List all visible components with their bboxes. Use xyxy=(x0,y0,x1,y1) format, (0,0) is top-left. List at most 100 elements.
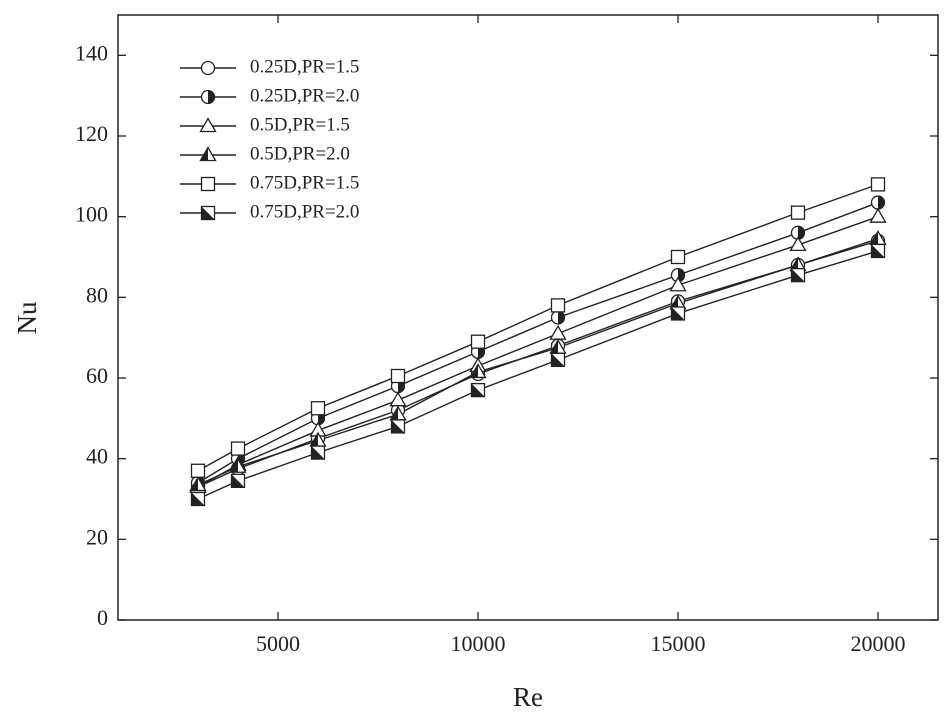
marker xyxy=(670,249,686,265)
marker xyxy=(200,60,216,76)
marker xyxy=(390,419,406,434)
marker xyxy=(870,177,886,192)
marker xyxy=(669,276,687,292)
x-tick-label: 10000 xyxy=(451,631,506,656)
y-tick-label: 20 xyxy=(86,524,108,549)
marker-fill xyxy=(201,206,215,220)
marker-fill xyxy=(208,90,215,104)
marker-outline xyxy=(200,60,216,76)
marker xyxy=(790,205,806,220)
marker-fill xyxy=(678,268,685,282)
marker-fill xyxy=(870,231,878,245)
plot-frame xyxy=(117,14,939,621)
y-tick-label: 0 xyxy=(97,605,108,630)
marker-fill xyxy=(558,311,565,324)
x-tick-label: 5000 xyxy=(256,631,300,656)
marker-outline xyxy=(310,401,326,416)
series-line xyxy=(197,250,879,500)
marker xyxy=(390,368,406,384)
marker xyxy=(869,230,887,245)
marker xyxy=(870,243,886,259)
marker-outline xyxy=(870,177,886,192)
marker xyxy=(230,473,246,489)
marker-fill xyxy=(798,226,805,240)
marker xyxy=(310,401,326,416)
marker xyxy=(550,298,566,313)
marker-fill xyxy=(231,474,245,488)
marker xyxy=(389,391,407,407)
legend-label: 0.75D,PR=2.0 xyxy=(250,201,359,222)
legend-label: 0.75D,PR=1.5 xyxy=(250,172,359,193)
marker xyxy=(550,310,566,325)
series-line xyxy=(197,240,879,488)
marker xyxy=(200,176,216,192)
marker xyxy=(790,267,806,283)
y-tick-label: 120 xyxy=(75,121,108,146)
marker xyxy=(200,205,216,221)
x-tick-label: 15000 xyxy=(651,631,706,656)
marker-outline xyxy=(200,176,216,192)
marker xyxy=(869,207,887,223)
marker xyxy=(470,334,486,349)
marker-fill xyxy=(391,419,405,433)
marker-outline xyxy=(389,391,407,407)
marker-fill xyxy=(791,268,805,282)
marker-fill xyxy=(471,383,485,397)
marker xyxy=(550,352,566,368)
legend-label: 0.25D,PR=1.5 xyxy=(250,56,359,77)
marker-fill xyxy=(671,306,685,320)
marker xyxy=(789,236,807,252)
marker-fill xyxy=(878,196,885,210)
marker xyxy=(229,457,247,473)
y-axis-title: Nu xyxy=(12,301,42,334)
marker-fill xyxy=(311,446,325,460)
marker-outline xyxy=(470,334,486,349)
legend-label: 0.5D,PR=2.0 xyxy=(250,143,350,164)
legend-label: 0.5D,PR=1.5 xyxy=(250,114,350,135)
marker-outline xyxy=(869,207,887,223)
marker-outline xyxy=(550,298,566,313)
marker xyxy=(200,89,216,105)
marker xyxy=(549,324,567,340)
marker xyxy=(199,117,217,133)
marker-fill xyxy=(200,147,208,161)
marker-outline xyxy=(190,463,206,478)
marker-fill xyxy=(551,353,565,367)
marker-outline xyxy=(789,236,807,252)
y-tick-label: 40 xyxy=(86,444,108,469)
marker xyxy=(310,445,326,460)
marker-fill xyxy=(390,406,398,420)
marker-outline xyxy=(790,205,806,220)
marker-outline xyxy=(230,441,246,456)
marker-fill xyxy=(191,492,205,506)
marker-fill xyxy=(790,257,798,271)
y-tick-label: 100 xyxy=(75,202,108,227)
marker-fill xyxy=(470,364,478,378)
marker xyxy=(189,476,207,492)
y-tick-label: 140 xyxy=(75,40,108,65)
marker-fill xyxy=(310,433,318,447)
y-tick-label: 60 xyxy=(86,363,108,388)
marker xyxy=(790,225,806,240)
y-tick-label: 80 xyxy=(86,282,108,307)
marker xyxy=(230,441,246,456)
marker xyxy=(199,146,217,162)
marker xyxy=(470,382,486,398)
series-line xyxy=(197,201,879,484)
x-tick-label: 20000 xyxy=(851,631,906,656)
marker xyxy=(870,195,886,210)
marker xyxy=(670,306,686,321)
series-line xyxy=(197,238,879,486)
marker-outline xyxy=(669,276,687,292)
legend-label: 0.25D,PR=2.0 xyxy=(250,85,359,106)
marker xyxy=(190,491,206,507)
marker xyxy=(190,463,206,478)
marker-outline xyxy=(549,324,567,340)
marker-outline xyxy=(199,117,217,133)
marker xyxy=(469,363,487,379)
marker-outline xyxy=(670,249,686,265)
marker-fill xyxy=(550,340,558,354)
marker-outline xyxy=(390,368,406,384)
marker-fill xyxy=(871,244,885,258)
